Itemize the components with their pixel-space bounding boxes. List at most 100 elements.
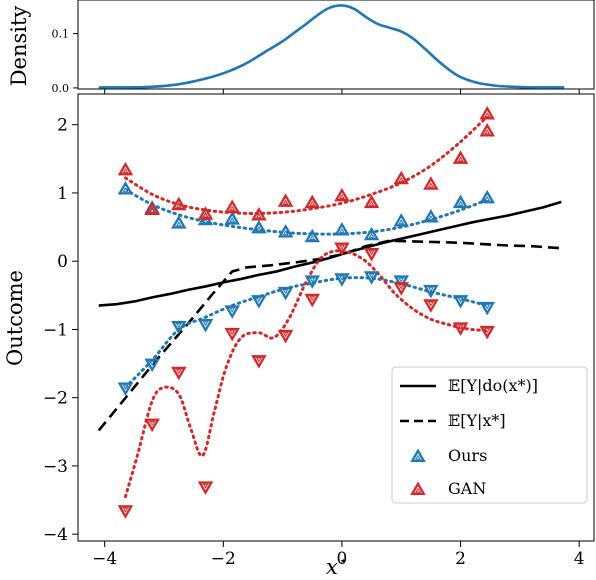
gan-points-down-marker-outer: [171, 366, 187, 381]
legend-gan-triangle-outer: [410, 481, 426, 495]
ours-points-marker-inner: [427, 215, 434, 221]
density-ytick-label: 0.0: [52, 82, 70, 95]
ours-points-down-marker-inner: [282, 289, 289, 295]
legend-gan-triangle-inner: [415, 487, 421, 493]
gan-points-marker-inner: [149, 207, 156, 213]
gan-points-marker: [224, 199, 240, 213]
gan-points-marker-outer: [224, 199, 240, 213]
ours-points-marker: [452, 194, 469, 209]
gan-points-down-marker-inner: [484, 328, 491, 334]
legend-ours-label: Ours: [448, 446, 487, 465]
gan-points-down-marker: [479, 325, 495, 340]
gan-points-marker-inner: [339, 193, 345, 200]
gan-points-marker-inner: [484, 129, 491, 135]
ours-points-marker-inner: [457, 200, 464, 206]
outcome-ytick-label: 0: [57, 252, 68, 272]
legend-gan-label: GAN: [448, 479, 486, 498]
ours-points-down-marker-inner: [427, 287, 434, 293]
gan-points-top-marker: [479, 105, 495, 120]
density-plot-frame: [77, 0, 595, 90]
ours-points-marker: [423, 209, 439, 223]
ours-points-down-marker-inner: [149, 360, 156, 366]
ours-points-down-marker-outer: [251, 295, 267, 309]
ours-points-marker-inner: [255, 226, 262, 232]
ours-points-down-marker: [171, 321, 187, 335]
ours-points-down-marker: [224, 305, 240, 319]
ours-points-marker-outer: [304, 228, 321, 243]
ours-points-down-marker-inner: [368, 273, 375, 279]
ours-points-down-marker: [251, 295, 267, 309]
ours-points-marker-outer: [277, 224, 294, 238]
gan-points-down-marker-inner: [202, 483, 209, 489]
ours-points-marker-outer: [423, 209, 439, 223]
gan-points-down-marker-inner: [229, 330, 236, 336]
ours-points-marker-outer: [171, 215, 187, 229]
ours-points-down-marker-outer: [479, 301, 495, 316]
ours-points-marker-inner: [282, 230, 289, 236]
legend-box: [391, 366, 588, 504]
density-curves: [98, 4, 565, 89]
gan-points-down-marker-outer: [479, 325, 495, 340]
gan-points-down-marker: [393, 282, 409, 296]
gan-points-marker-inner: [398, 176, 405, 182]
gan-points-down-marker-outer: [304, 293, 321, 308]
ours-points-marker-inner: [368, 232, 375, 238]
gan-points-marker-inner: [175, 202, 182, 208]
outcome-panel: −4 −3 −2 −1 0 1 2 −4 −2 0 2 4 Outcome x⋆ 𝔼[Y|do(x*…: [3, 93, 595, 579]
gan-points-down-marker-inner: [149, 420, 156, 427]
outcome-markers: [117, 105, 495, 519]
gan-points-top-marker-inner: [484, 112, 491, 118]
gan-points-down-marker: [277, 329, 294, 344]
gan-points-marker-outer: [144, 201, 160, 216]
outcome-xtick-label: 2: [455, 549, 466, 569]
gan-points-marker-inner: [282, 199, 289, 205]
gan-points-down-marker: [224, 327, 240, 342]
ours-points-marker: [117, 181, 134, 195]
ours-points-marker: [479, 189, 495, 204]
gan-points-down-marker-inner: [457, 324, 464, 330]
gan-points-down-marker-outer: [251, 355, 267, 369]
gan-points-marker-inner: [122, 168, 129, 174]
gan-points-marker: [144, 201, 160, 216]
ours-points-down-marker-inner: [175, 323, 182, 329]
outcome-xtick-label: −4: [92, 549, 117, 569]
gan-points-down-marker-inner: [309, 296, 316, 302]
gan-points-top-marker-outer: [479, 105, 495, 120]
legend-ours-marker: [410, 448, 426, 462]
outcome-ylabel: Outcome: [3, 270, 27, 366]
gan-points-down-marker: [197, 481, 214, 495]
gan-points-down-marker: [144, 418, 160, 433]
gan-points-marker: [277, 193, 294, 207]
gan-points-down-marker: [334, 242, 350, 257]
ours-points-down-marker-inner: [484, 304, 491, 310]
legend-causal-label: 𝔼[Y|do(x*)]: [448, 376, 538, 395]
gan-points-down-marker: [363, 248, 380, 262]
ours-points-down-marker-inner: [398, 277, 405, 283]
gan-points-marker-inner: [368, 200, 375, 206]
gan-points-down-marker-inner: [339, 244, 345, 250]
outcome-plot-frame: [77, 93, 595, 542]
gan-points-marker: [197, 206, 214, 220]
gan-points-down-marker: [423, 299, 439, 313]
gan-points-marker-outer: [393, 170, 409, 185]
gan-points-down-marker-outer: [393, 282, 409, 296]
ours-points-marker-inner: [229, 217, 236, 223]
ours-points-marker: [171, 215, 187, 229]
gan-points-down-marker-inner: [255, 357, 262, 363]
ours-points-marker-outer: [363, 226, 380, 241]
gan-points-down-marker-outer: [423, 299, 439, 313]
ours-points-down-marker-outer: [224, 305, 240, 319]
gan-points-down-marker-inner: [427, 301, 434, 307]
gan-points-down-marker-outer: [277, 329, 294, 344]
conditional-expectation-line: [97, 239, 562, 432]
gan-points-marker-inner: [255, 213, 262, 219]
gan-points-down-marker-outer: [334, 242, 350, 257]
ours-points-down-marker-inner: [229, 307, 236, 313]
gan-points-down-marker: [452, 322, 469, 336]
gan-points-marker-outer: [171, 196, 187, 211]
legend-ours-triangle: [410, 448, 426, 462]
outcome-ytick-label: −2: [43, 389, 68, 409]
gan-points-marker: [334, 187, 350, 202]
density-curve: [98, 4, 565, 89]
